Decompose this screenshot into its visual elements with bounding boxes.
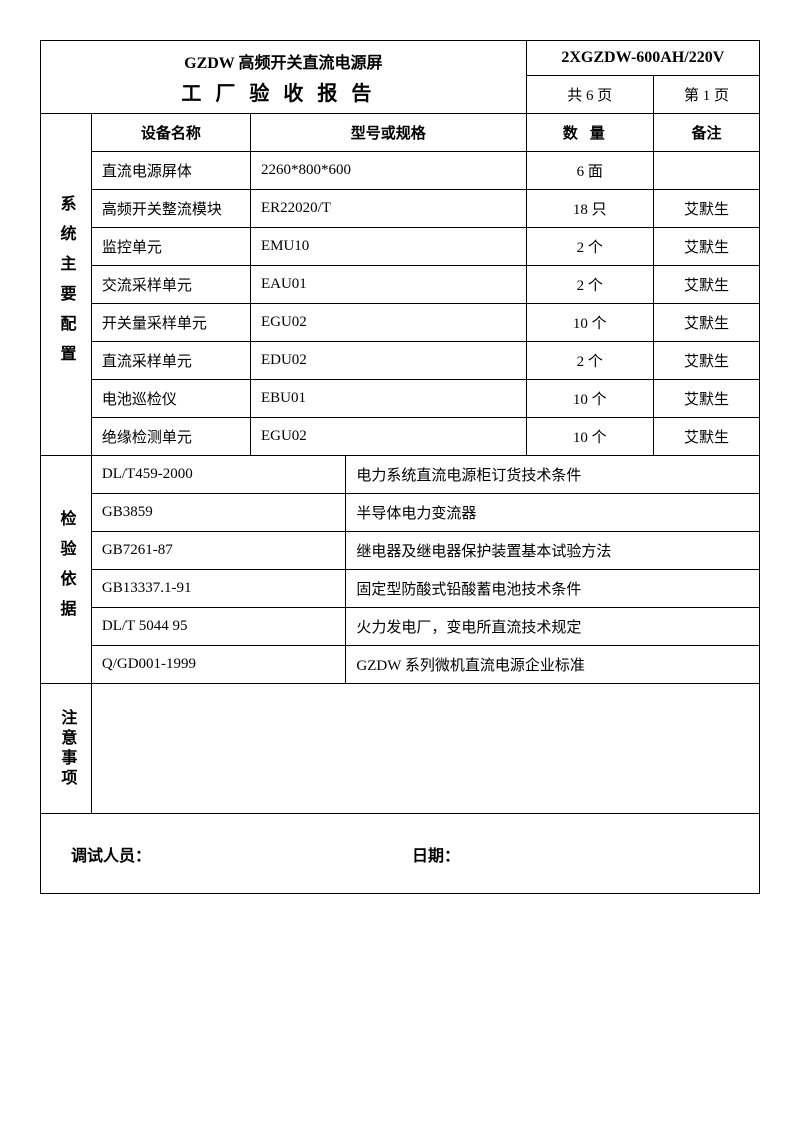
table-row: 直流电源屏体 2260*800*600 6 面	[41, 152, 760, 190]
standard-desc-cell: 火力发电厂，变电所直流技术规定	[346, 608, 760, 646]
standard-code-cell: GB3859	[91, 494, 346, 532]
remark-cell: 艾默生	[653, 190, 759, 228]
date-label: 日期：	[412, 842, 753, 866]
device-name-cell: 直流电源屏体	[91, 152, 250, 190]
qty-cell: 18 只	[526, 190, 653, 228]
standard-code-cell: Q/GD001-1999	[91, 646, 346, 684]
spec-cell: EGU02	[250, 304, 526, 342]
standard-code-cell: DL/T459-2000	[91, 456, 346, 494]
standard-code-cell: GB7261-87	[91, 532, 346, 570]
col-quantity: 数量	[526, 114, 653, 152]
model-number: 2XGZDW-600AH/220V	[526, 41, 759, 76]
remark-cell: 艾默生	[653, 304, 759, 342]
col-remarks: 备注	[653, 114, 759, 152]
operator-label: 调试人员：	[71, 842, 412, 866]
spec-cell: EGU02	[250, 418, 526, 456]
report-table: GZDW 高频开关直流电源屏 工厂验收报告 2XGZDW-600AH/220V …	[40, 40, 760, 894]
section-notes-label: 注意事项	[41, 684, 92, 814]
section-standards-label: 检验依据	[41, 456, 92, 684]
spec-cell: EDU02	[250, 342, 526, 380]
qty-cell: 2 个	[526, 342, 653, 380]
spec-cell: ER22020/T	[250, 190, 526, 228]
device-name-cell: 绝缘检测单元	[91, 418, 250, 456]
table-row: 开关量采样单元 EGU02 10 个 艾默生	[41, 304, 760, 342]
footer-row: 调试人员： 日期：	[41, 814, 760, 894]
section-config-label: 系统主要配置	[41, 114, 92, 456]
spec-cell: EMU10	[250, 228, 526, 266]
table-row: GB7261-87 继电器及继电器保护装置基本试验方法	[41, 532, 760, 570]
device-name-cell: 监控单元	[91, 228, 250, 266]
table-row: 监控单元 EMU10 2 个 艾默生	[41, 228, 760, 266]
remark-cell: 艾默生	[653, 228, 759, 266]
qty-cell: 10 个	[526, 304, 653, 342]
qty-cell: 10 个	[526, 380, 653, 418]
device-name-cell: 开关量采样单元	[91, 304, 250, 342]
qty-cell: 2 个	[526, 228, 653, 266]
current-page: 第 1 页	[653, 76, 759, 114]
report-title-line2: 工厂验收报告	[41, 75, 526, 106]
device-name-cell: 电池巡检仪	[91, 380, 250, 418]
remark-cell: 艾默生	[653, 266, 759, 304]
report-title-line1: GZDW 高频开关直流电源屏	[41, 49, 526, 75]
standard-desc-cell: 半导体电力变流器	[346, 494, 760, 532]
remark-cell	[653, 152, 759, 190]
notes-content	[91, 684, 759, 814]
remark-cell: 艾默生	[653, 418, 759, 456]
table-row: Q/GD001-1999 GZDW 系列微机直流电源企业标准	[41, 646, 760, 684]
qty-cell: 6 面	[526, 152, 653, 190]
device-name-cell: 直流采样单元	[91, 342, 250, 380]
table-row: 绝缘检测单元 EGU02 10 个 艾默生	[41, 418, 760, 456]
table-row: GB3859 半导体电力变流器	[41, 494, 760, 532]
table-row: 高频开关整流模块 ER22020/T 18 只 艾默生	[41, 190, 760, 228]
table-row: 电池巡检仪 EBU01 10 个 艾默生	[41, 380, 760, 418]
standard-desc-cell: 继电器及继电器保护装置基本试验方法	[346, 532, 760, 570]
device-name-cell: 交流采样单元	[91, 266, 250, 304]
remark-cell: 艾默生	[653, 380, 759, 418]
table-row: GB13337.1-91 固定型防酸式铅酸蓄电池技术条件	[41, 570, 760, 608]
standard-desc-cell: 电力系统直流电源柜订货技术条件	[346, 456, 760, 494]
standard-desc-cell: GZDW 系列微机直流电源企业标准	[346, 646, 760, 684]
table-row: 直流采样单元 EDU02 2 个 艾默生	[41, 342, 760, 380]
remark-cell: 艾默生	[653, 342, 759, 380]
standard-code-cell: DL/T 5044 95	[91, 608, 346, 646]
total-pages: 共 6 页	[526, 76, 653, 114]
qty-cell: 2 个	[526, 266, 653, 304]
qty-cell: 10 个	[526, 418, 653, 456]
table-row: 检验依据 DL/T459-2000 电力系统直流电源柜订货技术条件	[41, 456, 760, 494]
device-name-cell: 高频开关整流模块	[91, 190, 250, 228]
table-row: DL/T 5044 95 火力发电厂，变电所直流技术规定	[41, 608, 760, 646]
col-device-name: 设备名称	[91, 114, 250, 152]
spec-cell: EAU01	[250, 266, 526, 304]
col-model-spec: 型号或规格	[250, 114, 526, 152]
spec-cell: 2260*800*600	[250, 152, 526, 190]
standard-desc-cell: 固定型防酸式铅酸蓄电池技术条件	[346, 570, 760, 608]
standard-code-cell: GB13337.1-91	[91, 570, 346, 608]
spec-cell: EBU01	[250, 380, 526, 418]
table-row: 交流采样单元 EAU01 2 个 艾默生	[41, 266, 760, 304]
